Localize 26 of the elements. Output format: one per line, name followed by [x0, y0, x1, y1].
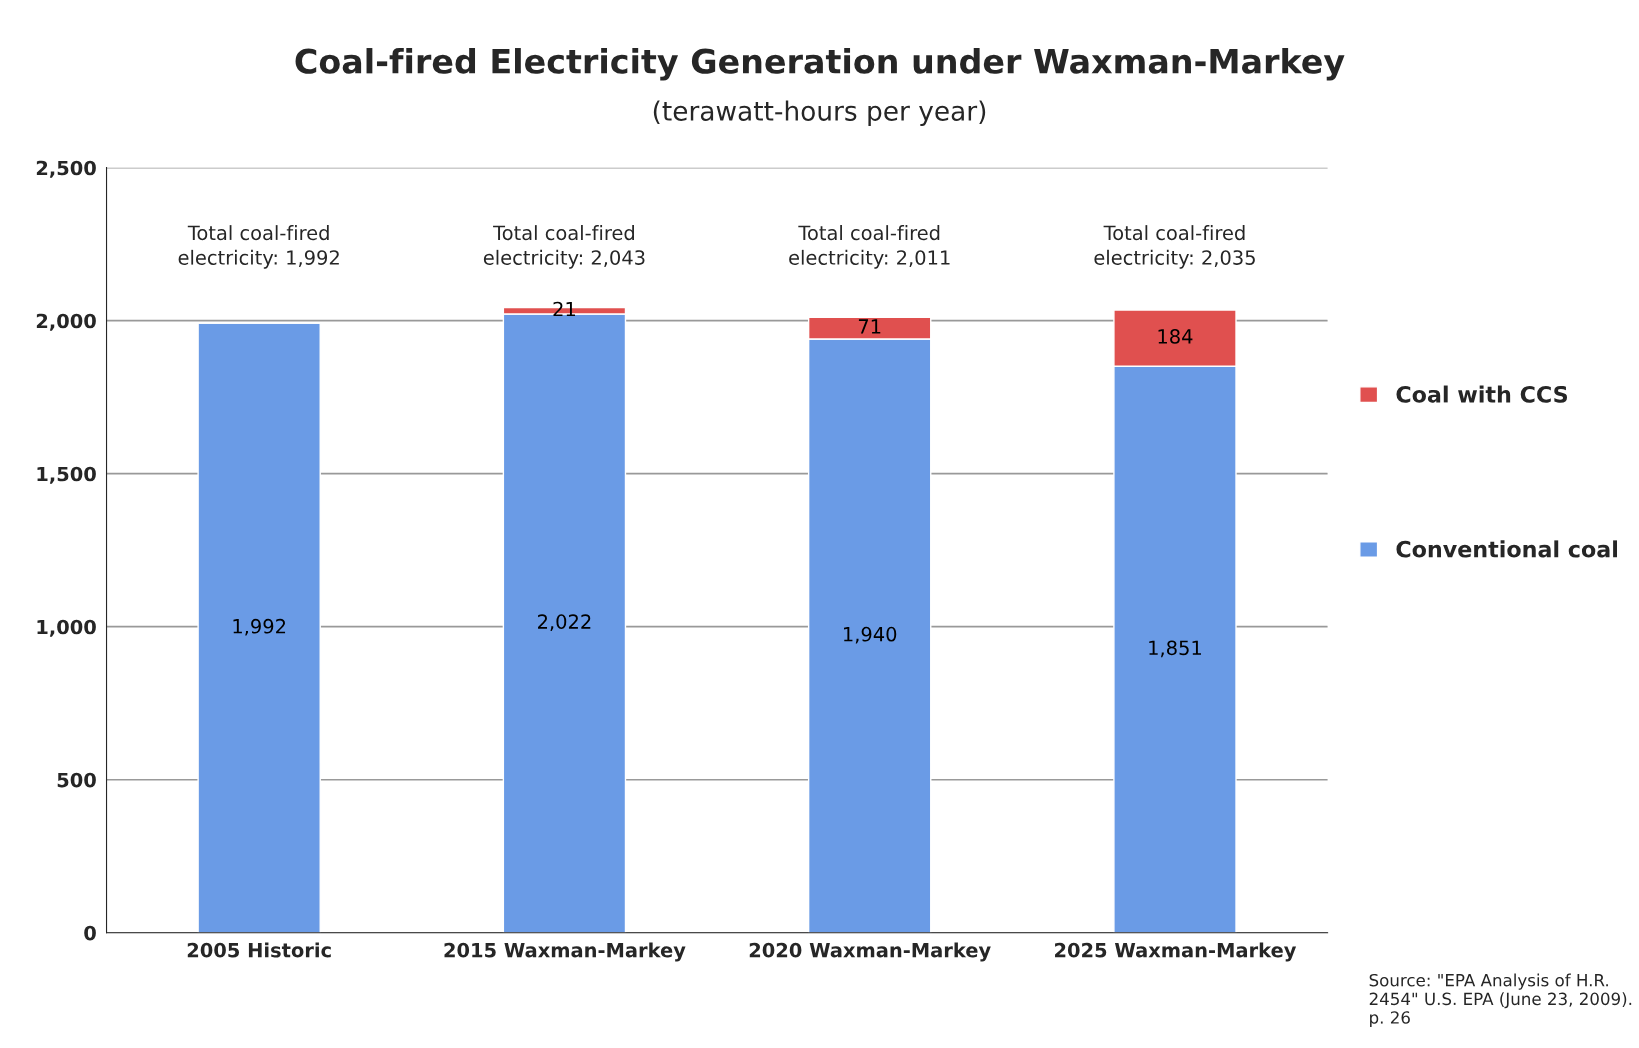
- y-tick-label: 1,000: [37, 619, 96, 637]
- x-tick-label: 2025 Waxman-Markey: [1055, 942, 1297, 962]
- total-label: Total coal-fired electricity: 2,011: [789, 225, 950, 269]
- data-label: 1,851: [1149, 640, 1201, 658]
- x-tick-label: 2020 Waxman-Markey: [749, 942, 991, 962]
- bar: [197, 322, 321, 933]
- data-label: 1,992: [233, 618, 286, 636]
- total-label: Total coal-fired electricity: 2,035: [1094, 225, 1255, 269]
- y-tick-label: 1,500: [37, 466, 96, 484]
- legend-label: Coal with CCS: [1396, 385, 1568, 403]
- data-label: 71: [858, 319, 881, 334]
- source-note: Source: "EPA Analysis of H.R. 2454" U.S. EPA (June 23, 2009). p. 26: [1369, 973, 1632, 1028]
- total-label: Total coal-fired electricity: 2,043: [483, 225, 645, 269]
- x-tick-label: 2015 Waxman-Markey: [444, 942, 686, 962]
- x-tick-label: 2005 Historic: [187, 942, 331, 958]
- y-tick-label: 2,000: [36, 313, 96, 331]
- chart-subtitle: (terawatt-hours per year): [653, 100, 986, 127]
- y-tick-label: 500: [57, 772, 96, 788]
- data-label: 184: [1158, 329, 1193, 344]
- y-tick-label: 0: [84, 925, 96, 941]
- y-tick-label: 2,500: [36, 160, 96, 178]
- legend-label: Conventional coal: [1396, 540, 1617, 558]
- data-label: 1,940: [844, 626, 897, 644]
- data-label: 2,022: [538, 614, 591, 631]
- chart-title: Coal-fired Electricity Generation under Waxman-Markey: [295, 48, 1345, 81]
- total-label: Total coal-fired electricity: 1,992: [178, 225, 339, 269]
